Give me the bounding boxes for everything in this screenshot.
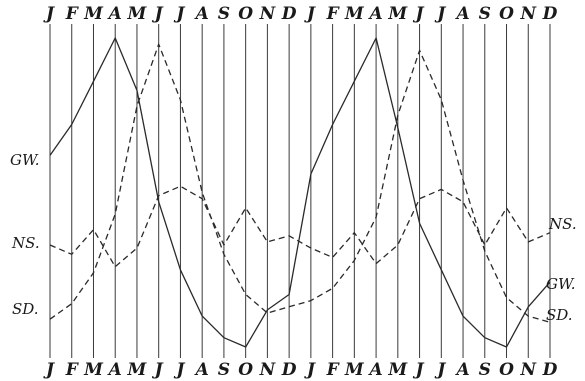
month-label-bottom: D: [281, 360, 297, 380]
month-label-bottom: S: [218, 360, 230, 380]
month-label-top: M: [344, 4, 365, 24]
grid-lines: [49, 24, 551, 358]
month-label-top: M: [83, 4, 104, 24]
series-label-ns-right: NS.: [548, 215, 577, 233]
month-label-top: D: [281, 4, 297, 24]
month-label-top: J: [152, 4, 164, 24]
month-label-top: O: [238, 4, 253, 24]
month-label-top: S: [218, 4, 230, 24]
month-label-top: A: [454, 4, 469, 24]
month-label-bottom: N: [259, 360, 277, 380]
month-label-top: J: [43, 4, 55, 24]
series-line-gw: [49, 37, 551, 348]
month-label-bottom: A: [107, 360, 122, 380]
month-label-bottom: O: [499, 360, 514, 380]
month-label-top: J: [173, 4, 185, 24]
series-label-sd-right: SD.: [546, 306, 573, 324]
month-label-bottom: M: [344, 360, 365, 380]
month-label-bottom: N: [519, 360, 537, 380]
month-label-top: N: [259, 4, 277, 24]
month-label-bottom: J: [413, 360, 425, 380]
series-line-sd: [49, 43, 551, 323]
month-label-top: D: [542, 4, 558, 24]
month-label-top: J: [413, 4, 425, 24]
month-label-bottom: J: [43, 360, 55, 380]
month-label-bottom: F: [65, 360, 80, 380]
month-label-top: M: [387, 4, 408, 24]
month-label-top: A: [194, 4, 209, 24]
month-label-bottom: S: [479, 360, 491, 380]
month-label-top: O: [499, 4, 514, 24]
month-label-top: A: [367, 4, 382, 24]
month-label-bottom: O: [238, 360, 253, 380]
series-line-ns: [49, 185, 551, 268]
series-labels: GW. NS. SD. NS. GW. SD.: [10, 151, 577, 324]
series-label-ns-left: NS.: [11, 234, 40, 252]
series-label-sd-left: SD.: [12, 300, 39, 318]
month-label-bottom: A: [367, 360, 382, 380]
month-label-bottom: D: [542, 360, 558, 380]
month-label-top: F: [326, 4, 341, 24]
month-label-bottom: A: [454, 360, 469, 380]
month-label-bottom: J: [434, 360, 446, 380]
month-label-bottom: M: [83, 360, 104, 380]
series-label-gw-left: GW.: [10, 151, 40, 169]
month-label-top: F: [65, 4, 80, 24]
month-label-top: J: [304, 4, 316, 24]
month-label-top: N: [519, 4, 537, 24]
month-label-top: S: [479, 4, 491, 24]
month-label-bottom: A: [194, 360, 209, 380]
month-label-bottom: J: [173, 360, 185, 380]
month-label-bottom: M: [387, 360, 408, 380]
month-label-top: A: [107, 4, 122, 24]
month-label-top: J: [434, 4, 446, 24]
month-label-bottom: M: [127, 360, 148, 380]
month-label-bottom: F: [326, 360, 341, 380]
series-lines: [49, 37, 551, 348]
month-label-top: M: [127, 4, 148, 24]
month-label-bottom: J: [152, 360, 164, 380]
series-label-gw-right: GW.: [546, 275, 576, 293]
month-label-bottom: J: [304, 360, 316, 380]
